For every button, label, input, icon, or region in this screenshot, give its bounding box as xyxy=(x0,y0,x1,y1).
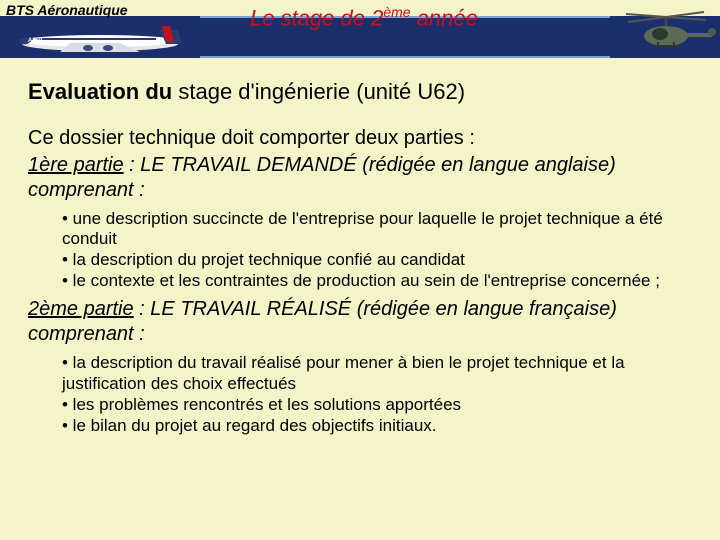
part1-line: 1ère partie : LE TRAVAIL DEMANDÉ (rédigé… xyxy=(28,153,692,203)
eval-bold: Evaluation du xyxy=(28,79,178,104)
part2-line: 2ème partie : LE TRAVAIL RÉALISÉ (rédigé… xyxy=(28,297,692,347)
bullet-item: • la description du travail réalisé pour… xyxy=(62,353,692,394)
helicopter-icon xyxy=(616,6,716,52)
course-label: BTS Aéronautique xyxy=(6,2,128,18)
title-post: année xyxy=(411,5,478,30)
evaluation-heading: Evaluation du stage d'ingénierie (unité … xyxy=(28,78,692,106)
eval-rest: stage d'ingénierie (unité U62) xyxy=(178,79,465,104)
airplane-icon: A380 xyxy=(10,20,190,54)
bullets-1: • une description succincte de l'entrepr… xyxy=(28,203,692,298)
bullets-2: • la description du travail réalisé pour… xyxy=(28,347,692,442)
bullet-item: • les problèmes rencontrés et les soluti… xyxy=(62,395,692,416)
bullet-item: • le bilan du projet au regard des objec… xyxy=(62,416,692,437)
part1-underline: 1ère partie xyxy=(28,154,124,176)
intro-text: Ce dossier technique doit comporter deux… xyxy=(28,126,692,151)
bullet-item: • la description du projet technique con… xyxy=(62,250,692,271)
svg-text:A380: A380 xyxy=(28,38,43,44)
title-sup: ème xyxy=(383,4,410,20)
slide-title: Le stage de 2ème année xyxy=(250,4,478,31)
heli-area xyxy=(610,0,720,58)
bullet-item: • le contexte et les contraintes de prod… xyxy=(62,271,692,292)
header-bar: BTS Aéronautique A380 Le stage de 2ème a… xyxy=(0,0,720,58)
part2-underline: 2ème partie xyxy=(28,298,134,320)
title-pre: Le stage de 2 xyxy=(250,5,383,30)
bullet-item: • une description succincte de l'entrepr… xyxy=(62,209,692,250)
nav-band: Le stage de 2ème année xyxy=(200,16,610,58)
content-area: Evaluation du stage d'ingénierie (unité … xyxy=(0,58,720,452)
